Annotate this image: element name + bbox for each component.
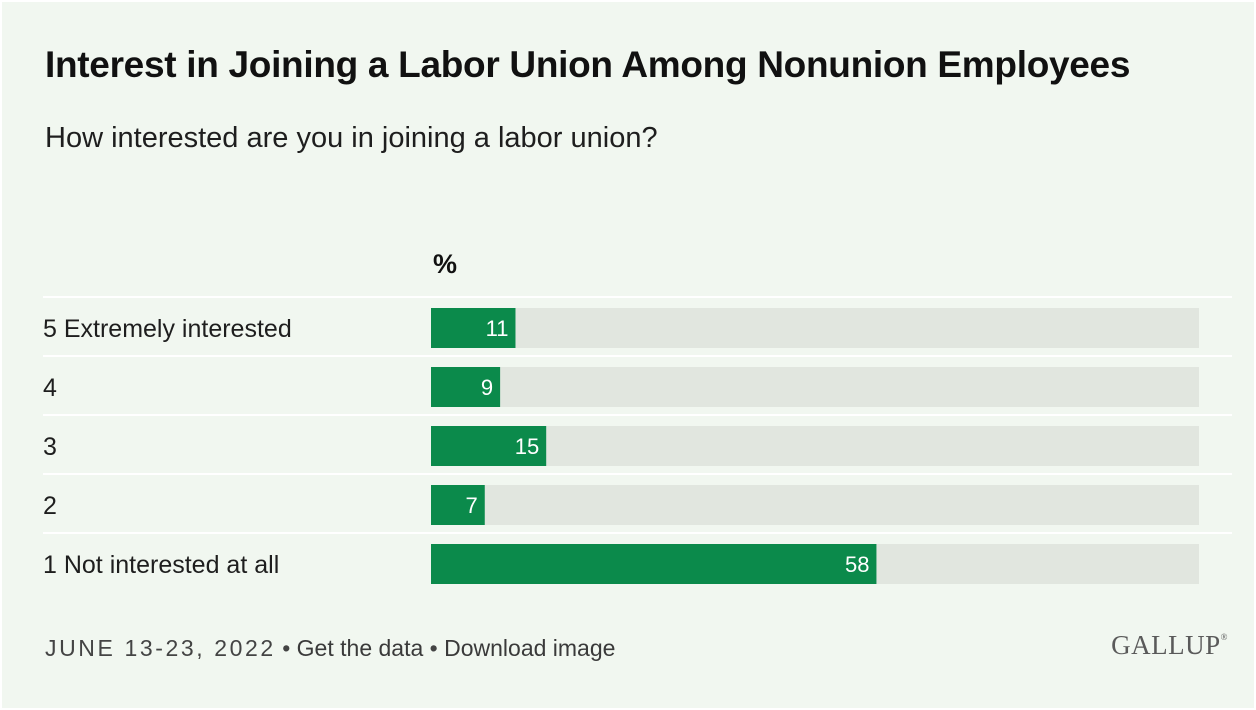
logo-text: GALLUP (1111, 630, 1221, 660)
footer-separator: • (282, 635, 291, 661)
unit-label: % (433, 249, 458, 279)
registered-mark-icon: ® (1220, 632, 1228, 642)
category-label: 4 (43, 374, 57, 402)
data-label: 58 (845, 552, 869, 577)
data-label: 11 (486, 316, 509, 341)
bar (431, 308, 516, 348)
bar-track (431, 485, 1199, 525)
data-label: 7 (466, 493, 478, 518)
bar (431, 367, 501, 407)
bar-track (431, 367, 1199, 407)
chart-footer: JUNE 13-23, 2022 • Get the data • Downlo… (45, 635, 615, 662)
get-data-link[interactable]: Get the data (296, 635, 424, 661)
bar-track (431, 308, 1199, 348)
category-label: 1 Not interested at all (43, 551, 279, 579)
bar (431, 544, 877, 584)
gallup-logo: GALLUP® (1111, 630, 1228, 661)
footer-separator: • (429, 635, 438, 661)
survey-date: JUNE 13-23, 2022 (45, 635, 276, 661)
bar (431, 485, 485, 525)
data-label: 15 (515, 434, 539, 459)
bar-chart: 5 Extremely interested 114 93 152 71 Not int… (43, 296, 1232, 584)
chart-title: Interest in Joining a Labor Union Among … (45, 44, 1131, 85)
bar (431, 426, 547, 466)
category-label: 2 (43, 492, 57, 520)
category-label: 5 Extremely interested (43, 315, 292, 343)
chart-subtitle: How interested are you in joining a labo… (45, 122, 658, 154)
category-label: 3 (43, 433, 57, 461)
bar-track (431, 426, 1199, 466)
download-image-link[interactable]: Download image (444, 635, 616, 661)
data-label: 9 (481, 375, 493, 400)
